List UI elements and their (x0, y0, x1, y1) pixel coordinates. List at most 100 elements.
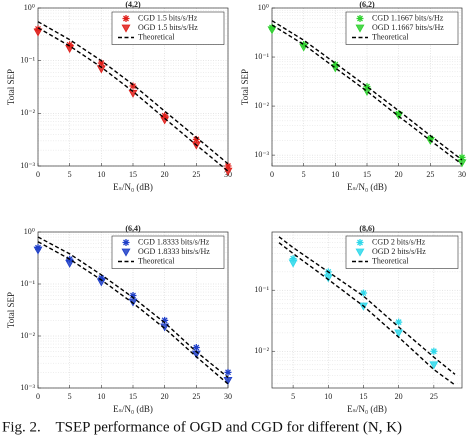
marker-triangle (355, 248, 365, 257)
x-tick-label: 10 (324, 392, 332, 401)
marker-triangle (394, 329, 404, 338)
y-tick-label: 10⁰ (24, 3, 35, 12)
legend-swatch (355, 248, 365, 257)
panel: 0 5 10 15 20 25 30 10⁻³ 10⁻² 10⁻¹ 10⁰ (6,4) Eₛ/N₀ (d… (6, 224, 233, 414)
marker-plus (224, 368, 232, 376)
x-tick-label: 10 (331, 170, 339, 179)
marker-plus (161, 316, 169, 324)
marker-triangle (223, 377, 233, 386)
x-tick-label: 10 (97, 170, 105, 179)
x-tick-label: 25 (192, 170, 200, 179)
legend-box (345, 11, 459, 45)
legend-swatch (355, 24, 365, 33)
x-tick-label: 5 (68, 170, 72, 179)
legend-swatch (122, 15, 130, 22)
x-tick-label: 0 (270, 170, 274, 179)
theory-line (37, 27, 229, 172)
panel: 0 5 10 15 20 25 30 10⁻³ 10⁻² 10⁻¹ 10⁰ (6,2) Eₛ/N₀ (d… (240, 0, 467, 192)
legend-label: CGD 1.5 bits/s/Hz (138, 13, 198, 22)
marker-triangle (96, 278, 106, 287)
marker-plus (192, 135, 200, 143)
marker-plus (129, 82, 137, 90)
marker-triangle (355, 24, 365, 33)
theory-line (271, 24, 463, 165)
panel: 5 10 15 20 25 10⁻² 10⁻¹ (8,6) Eₛ/N₀ (dB) CGD 2 bi… (254, 224, 463, 414)
legend-swatch (356, 239, 364, 246)
legend-label: OGD 1.8333 bits/s/Hz (138, 247, 210, 256)
x-tick-label: 5 (68, 392, 72, 401)
chart-title: (8,6) (359, 224, 375, 233)
y-tick-label: 10⁻² (254, 346, 269, 355)
marker-triangle (288, 259, 298, 268)
x-tick-label: 0 (36, 392, 40, 401)
x-tick-label: 0 (36, 170, 40, 179)
marker-plus (359, 289, 367, 297)
y-tick-label: 10⁻² (20, 331, 35, 340)
marker-plus (66, 41, 74, 49)
theory-line (278, 242, 456, 386)
x-tick-label: 20 (395, 170, 403, 179)
marker-triangle (96, 65, 106, 74)
y-tick-label: 10⁰ (24, 227, 35, 236)
marker-triangle (121, 248, 131, 257)
chart-title: (4,2) (125, 0, 141, 9)
x-tick-label: 15 (129, 392, 137, 401)
y-tick-label: 10⁻³ (254, 150, 269, 159)
chart-title: (6,4) (125, 224, 141, 233)
marker-plus (122, 15, 130, 22)
x-tick-label: 25 (430, 392, 438, 401)
legend-label: Theoretical (138, 256, 175, 265)
y-tick-label: 10⁻¹ (254, 285, 269, 294)
legend-label: CGD 1.1667 bits/s/Hz (372, 13, 444, 22)
legend-box (111, 11, 225, 45)
theory-line (37, 21, 229, 165)
axes-frame (271, 7, 463, 167)
x-axis-label: Eₛ/N₀ (dB) (347, 182, 387, 192)
x-tick-label: 15 (359, 392, 367, 401)
y-axis-label: Total SEP (240, 69, 250, 105)
axes-frame (37, 231, 229, 389)
x-tick-label: 20 (395, 392, 403, 401)
axes-frame (37, 7, 229, 167)
x-tick-label: 5 (291, 392, 295, 401)
legend-label: Theoretical (372, 256, 409, 265)
marker-plus (192, 344, 200, 352)
x-tick-label: 25 (426, 170, 434, 179)
theory-line (37, 236, 229, 378)
theory-line (278, 236, 456, 375)
axes-frame (271, 231, 463, 389)
y-tick-label: 10⁻² (20, 108, 35, 117)
caption: Fig. 2. TSEP performance of OGD and CGD … (2, 419, 402, 435)
marker-plus (363, 83, 371, 91)
marker-plus (356, 15, 364, 22)
marker-plus (395, 318, 403, 326)
chart-title: (6,2) (359, 0, 375, 9)
marker-plus (458, 153, 466, 161)
x-axis-label: Eₛ/N₀ (dB) (113, 404, 153, 414)
legend-label: OGD 2 bits/s/Hz (372, 247, 426, 256)
marker-plus (224, 162, 232, 170)
legend-label: CGD 2 bits/s/Hz (372, 237, 426, 246)
x-tick-label: 30 (224, 392, 232, 401)
legend-swatch (122, 239, 130, 246)
y-tick-label: 10⁻¹ (20, 279, 35, 288)
legend-label: OGD 1.1667 bits/s/Hz (372, 23, 444, 32)
legend-label: Theoretical (138, 32, 175, 41)
y-tick-label: 10⁰ (258, 3, 269, 12)
legend-swatch (121, 248, 131, 257)
y-axis-label: Total SEP (6, 69, 16, 105)
marker-plus (129, 292, 137, 300)
marker-plus (289, 255, 297, 263)
marker-plus (97, 59, 105, 67)
x-axis-label: Eₛ/N₀ (dB) (113, 182, 153, 192)
marker-plus (97, 274, 105, 282)
x-tick-label: 25 (192, 392, 200, 401)
marker-triangle (429, 361, 439, 370)
theory-line (37, 241, 229, 385)
marker-plus (161, 112, 169, 120)
y-tick-label: 10⁻¹ (20, 55, 35, 64)
x-tick-label: 10 (97, 392, 105, 401)
marker-triangle (33, 246, 43, 255)
y-tick-label: 10⁻¹ (254, 52, 269, 61)
